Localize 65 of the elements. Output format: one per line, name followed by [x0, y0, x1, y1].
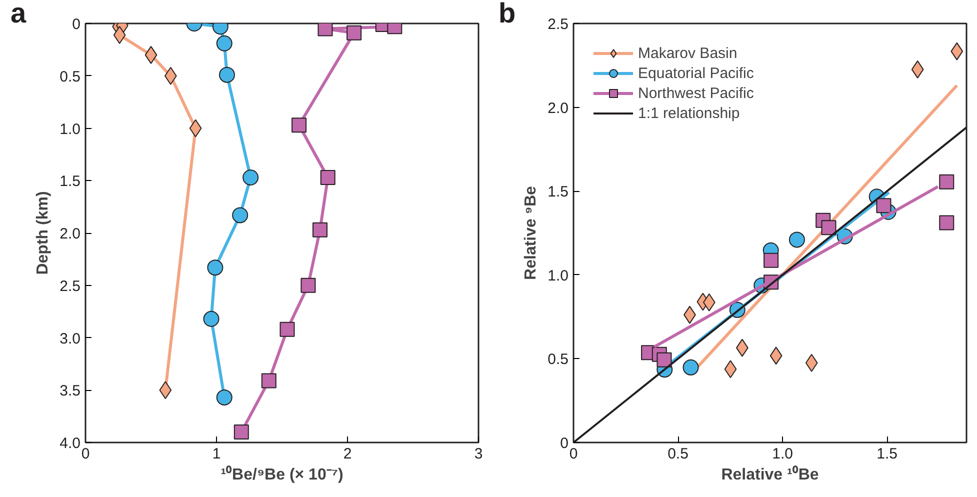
- x-tick-label: 3: [474, 446, 483, 462]
- point: [189, 119, 202, 138]
- point: [280, 322, 295, 337]
- point: [950, 42, 964, 60]
- point: [207, 260, 224, 276]
- x-tick-label: 2: [343, 446, 352, 462]
- point: [911, 60, 924, 78]
- point: [203, 310, 220, 327]
- point: [821, 220, 836, 236]
- point: [164, 66, 177, 85]
- y-tick-label: 3.5: [60, 382, 81, 400]
- x-axis-title: ¹⁰Be/⁹Be (× 10⁻⁷): [220, 466, 344, 484]
- x-tick-label: 1.5: [876, 446, 898, 462]
- point: [724, 360, 737, 378]
- point: [318, 24, 333, 36]
- point: [805, 354, 818, 372]
- point: [320, 170, 336, 185]
- text: a: [10, 0, 26, 28]
- y-tick-label: 1.0: [60, 120, 81, 138]
- point: [234, 424, 249, 440]
- y-tick-label: 0: [72, 16, 80, 33]
- x-tick-label: 1: [212, 446, 221, 462]
- point: [764, 252, 779, 268]
- point: [216, 389, 232, 406]
- point: [113, 26, 126, 44]
- point: [216, 35, 232, 52]
- point: [292, 118, 307, 133]
- y-tick-label: 2.5: [548, 16, 569, 33]
- y-axis-title: Relative ⁹Be: [522, 186, 540, 280]
- point: [770, 346, 782, 365]
- point: [300, 278, 316, 293]
- legend-label: Makarov Basin: [638, 44, 738, 62]
- y-tick-label: 0.5: [60, 68, 81, 86]
- point: [159, 381, 172, 400]
- point: [682, 359, 699, 376]
- point: [218, 66, 235, 83]
- y-tick-label: 0: [560, 435, 568, 452]
- x-tick-label: 0.5: [668, 446, 688, 462]
- y-axis-title: Depth (km): [34, 191, 52, 275]
- x-axis-title: Relative ¹⁰Be: [721, 466, 819, 484]
- y-tick-label: 1.5: [548, 184, 569, 201]
- y-tick-label: 1.0: [548, 267, 569, 284]
- y-tick-label: 4.0: [60, 435, 81, 452]
- legend-label: Equatorial Pacific: [638, 64, 754, 82]
- legend-label: 1:1 relationship: [638, 104, 740, 122]
- point: [346, 25, 362, 40]
- point: [242, 169, 259, 186]
- y-tick-label: 1.5: [60, 173, 81, 190]
- legend-label: Northwest Pacific: [638, 84, 754, 102]
- point: [876, 198, 892, 214]
- point: [312, 222, 328, 238]
- y-tick-label: 2.5: [60, 278, 81, 295]
- text: b: [498, 0, 516, 28]
- y-tick-label: 2.0: [548, 100, 569, 117]
- x-tick-label: 1.0: [772, 446, 793, 462]
- point: [788, 232, 805, 248]
- point: [656, 352, 672, 368]
- point: [261, 373, 276, 388]
- y-tick-label: 3.0: [60, 330, 81, 348]
- point: [939, 215, 954, 230]
- y-tick-label: 2.0: [60, 226, 81, 242]
- point: [144, 46, 158, 64]
- point: [939, 174, 954, 190]
- y-tick-label: 0.5: [548, 351, 569, 368]
- point: [232, 207, 248, 224]
